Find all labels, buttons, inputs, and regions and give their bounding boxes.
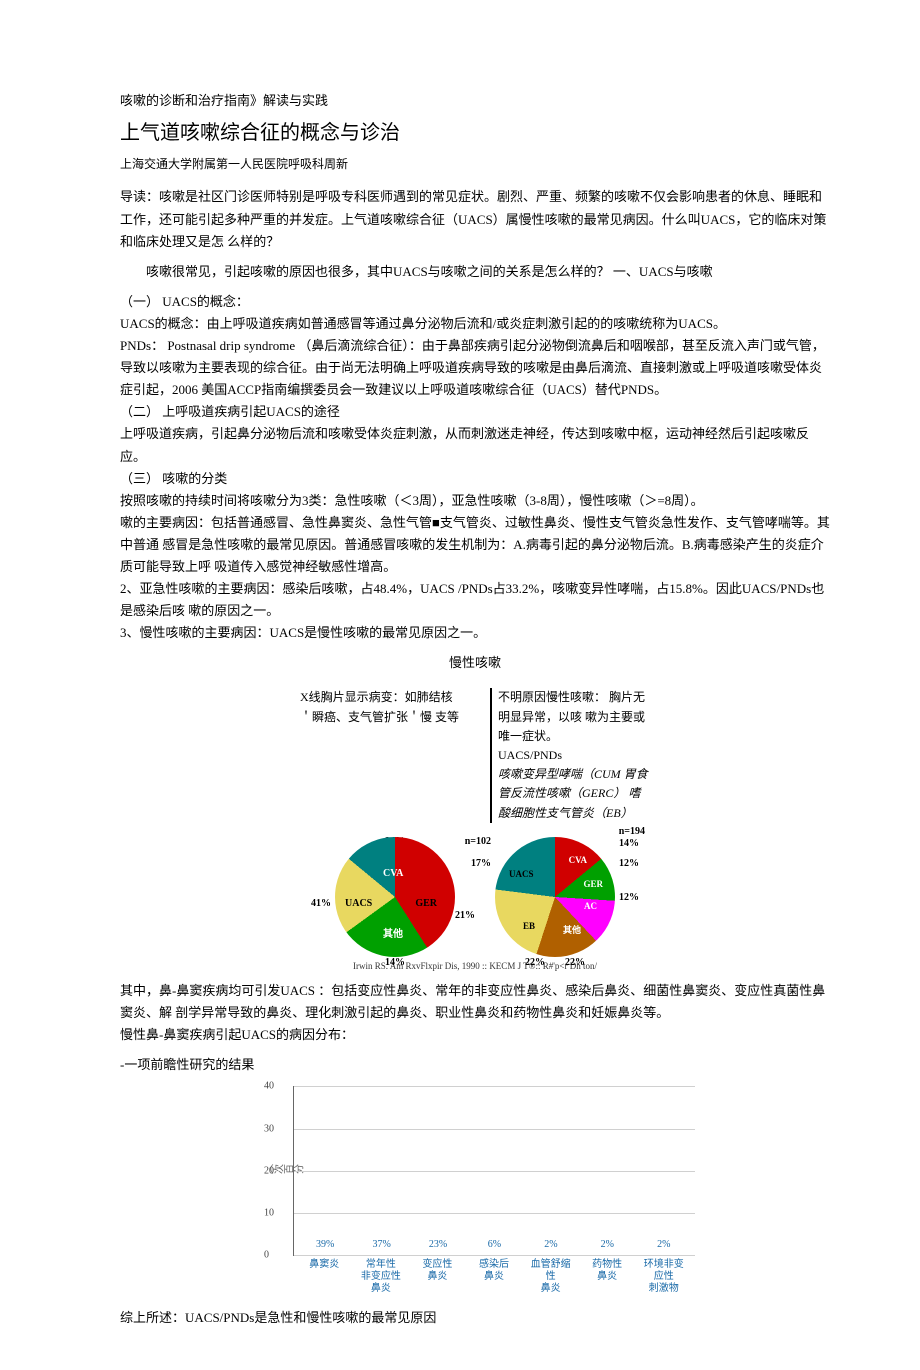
- concept-p2: PNDs： Postnasal drip syndrome （鼻后滴流综合征）：…: [120, 335, 830, 401]
- tree-diagram: X线胸片显示病变：如肺结核＇瞬癌、支气管扩张＇慢 支等 不明原因慢性咳嗽： 胸片…: [120, 688, 830, 822]
- bar-column: 2%: [530, 1236, 572, 1255]
- pie2-chart: CVA GER AC UACS EB 其他: [495, 837, 615, 957]
- intro-paragraph: 导读：咳嗽是社区门诊医师特别是呼吸专科医师遇到的常见症状。剧烈、严重、频繁的咳嗽…: [120, 186, 830, 252]
- bar-value-label: 2%: [544, 1236, 557, 1253]
- pie1-chart: CVA UACS GER 其他: [335, 837, 455, 957]
- class-p1: 按照咳嗽的持续时间将咳嗽分为3类：急性咳嗽（＜3周），亚急性咳嗽（3-8周），慢…: [120, 490, 830, 512]
- bar-xlabel: 药物性鼻炎: [586, 1256, 629, 1295]
- pie1-pct-uacs: 41%: [311, 895, 331, 912]
- pie2-lbl-eb: EB: [523, 919, 535, 934]
- bar-column: 37%: [360, 1236, 402, 1255]
- pie1-lbl-uacs: UACS: [345, 895, 372, 912]
- bar-value-label: 2%: [657, 1236, 670, 1253]
- pie1-lbl-ger: GER: [415, 895, 437, 912]
- bar-gridline: [294, 1255, 695, 1256]
- class-p2: 嗽的主要病因：包括普通感冒、急性鼻窦炎、急性气管■支气管炎、过敏性鼻炎、慢性支气…: [120, 512, 830, 578]
- pie2-lbl-cva: CVA: [569, 853, 587, 868]
- bar-xlabel: 血管舒缩性鼻炎: [529, 1256, 572, 1295]
- conclusion: 综上所述：UACS/PNDs是急性和慢性咳嗽的最常见原因: [120, 1307, 830, 1329]
- bar-column: 2%: [643, 1236, 685, 1255]
- pie1-pct-qita: 14%: [385, 954, 405, 971]
- pre-title: 咳嗽的诊断和治疗指南》解读与实践: [120, 90, 830, 112]
- bar-gridline: [294, 1086, 695, 1087]
- class-p4: 3、慢性咳嗽的主要病因：UACS是慢性咳嗽的最常见原因之一。: [120, 622, 830, 644]
- pie-caption: Irwin RS. Am RxvFlxpir Dis, 1990 :: KECM…: [120, 959, 830, 974]
- bar-gridline: [294, 1171, 695, 1172]
- pie1-lbl-qita: 其他: [383, 926, 403, 943]
- bar-xlabels: 鼻窦炎常年性非变应性鼻炎变应性鼻炎感染后鼻炎血管舒缩性鼻炎药物性鼻炎环境非变应性…: [293, 1256, 695, 1295]
- tree-left: X线胸片显示病变：如肺结核＇瞬癌、支气管扩张＇慢 支等: [300, 688, 460, 822]
- class-p3: 2、亚急性咳嗽的主要病因：感染后咳嗽，占48.4%，UACS /PNDs占33.…: [120, 578, 830, 622]
- pie2-pct-22a: 22%: [525, 954, 545, 971]
- after-pie-p2: 慢性鼻-鼻窦疾病引起UACS的病因分布：: [120, 1024, 830, 1046]
- bar-ytick: 30: [264, 1120, 274, 1137]
- relation-paragraph: 咳嗽很常见，引起咳嗽的原因也很多，其中UACS与咳嗽之间的关系是怎么样的？ 一、…: [120, 261, 830, 283]
- tree-root: 慢性咳嗽: [120, 652, 830, 674]
- heading-concept: （一） UACS的概念：: [120, 291, 830, 313]
- bar-xlabel: 变应性鼻炎: [416, 1256, 459, 1295]
- bar-value-label: 39%: [316, 1236, 334, 1253]
- bar-ytick: 0: [264, 1247, 269, 1264]
- pie-1: 24% n=102 CVA UACS GER 其他 41% 21% 14%: [335, 837, 455, 957]
- author-line: 上海交通大学附属第一人民医院呼吸科周新: [120, 154, 830, 174]
- bar-ytick: 10: [264, 1205, 274, 1222]
- pie2-pct-12b: 12%: [619, 889, 639, 906]
- pie-2: n=194 14% 12% 12% 17% CVA GER AC UACS EB…: [495, 837, 615, 957]
- pie2-pct-14: 14%: [619, 835, 639, 852]
- bar-xlabel: 鼻窦炎: [303, 1256, 346, 1295]
- bar-value-label: 6%: [488, 1236, 501, 1253]
- pie2-lbl-ac: AC: [584, 899, 597, 914]
- pie2-pct-12a: 12%: [619, 855, 639, 872]
- pie1-pct-ger: 21%: [455, 907, 475, 924]
- bar-value-label: 2%: [601, 1236, 614, 1253]
- tree-right-2: UACS/PNDs: [498, 746, 650, 765]
- study-note: -一项前瞻性研究的结果: [120, 1054, 830, 1076]
- bar-chart: （次百分 39%37%23%6%2%2%2% 010203040 鼻窦炎常年性非…: [255, 1086, 695, 1295]
- bar-value-label: 37%: [372, 1236, 390, 1253]
- bar-gridline: [294, 1129, 695, 1130]
- tree-right: 不明原因慢性咳嗽： 胸片无明显异常，以咳 嗽为主要或唯一症状。 UACS/PND…: [490, 688, 650, 822]
- tree-right-3: 咳嗽变异型哮喘（CUM 胃食管反流性咳嗽（GERC） 嗜酸细胞性支气管炎（EB）: [498, 765, 650, 823]
- bar-value-label: 23%: [429, 1236, 447, 1253]
- bar-xlabel: 常年性非变应性鼻炎: [360, 1256, 403, 1295]
- pie2-lbl-ger: GER: [583, 877, 603, 892]
- pie2-lbl-qita: 其他: [563, 923, 581, 938]
- bar-xlabel: 环境非变应性刺激物: [642, 1256, 685, 1295]
- pie1-n: n=102: [465, 833, 491, 850]
- after-pie-p1: 其中，鼻-鼻窦疾病均可引发UACS ：包括变应性鼻炎、常年的非变应性鼻炎、感染后…: [120, 980, 830, 1024]
- bar-xlabel: 感染后鼻炎: [473, 1256, 516, 1295]
- bar-ytick: 20: [264, 1162, 274, 1179]
- concept-p1: UACS的概念：由上呼吸道疾病如普通感冒等通过鼻分泌物后流和/或炎症刺激引起的的…: [120, 313, 830, 335]
- pie2-lbl-uacs: UACS: [509, 867, 534, 882]
- route-p: 上呼吸道疾病，引起鼻分泌物后流和咳嗽受体炎症刺激，从而刺激迷走神经，传达到咳嗽中…: [120, 423, 830, 467]
- bar-gridline: [294, 1213, 695, 1214]
- bar-column: 2%: [586, 1236, 628, 1255]
- pie2-pct-22b: 22%: [565, 954, 585, 971]
- pie1-lbl-cva: CVA: [383, 865, 403, 882]
- bar-plot: （次百分 39%37%23%6%2%2%2% 010203040: [293, 1086, 695, 1256]
- bar-ytick: 40: [264, 1078, 274, 1095]
- tree-right-1: 不明原因慢性咳嗽： 胸片无明显异常，以咳 嗽为主要或唯一症状。: [498, 688, 650, 746]
- bar-column: 6%: [473, 1236, 515, 1255]
- bar-column: 23%: [417, 1236, 459, 1255]
- main-title: 上气道咳嗽综合征的概念与诊治: [120, 116, 830, 150]
- heading-route: （二） 上呼吸道疾病引起UACS的途径: [120, 401, 830, 423]
- pie-charts: 24% n=102 CVA UACS GER 其他 41% 21% 14% n=…: [120, 837, 830, 957]
- heading-class: （三） 咳嗽的分类: [120, 468, 830, 490]
- pie2-pct-17: 17%: [471, 855, 491, 872]
- bar-column: 39%: [304, 1236, 346, 1255]
